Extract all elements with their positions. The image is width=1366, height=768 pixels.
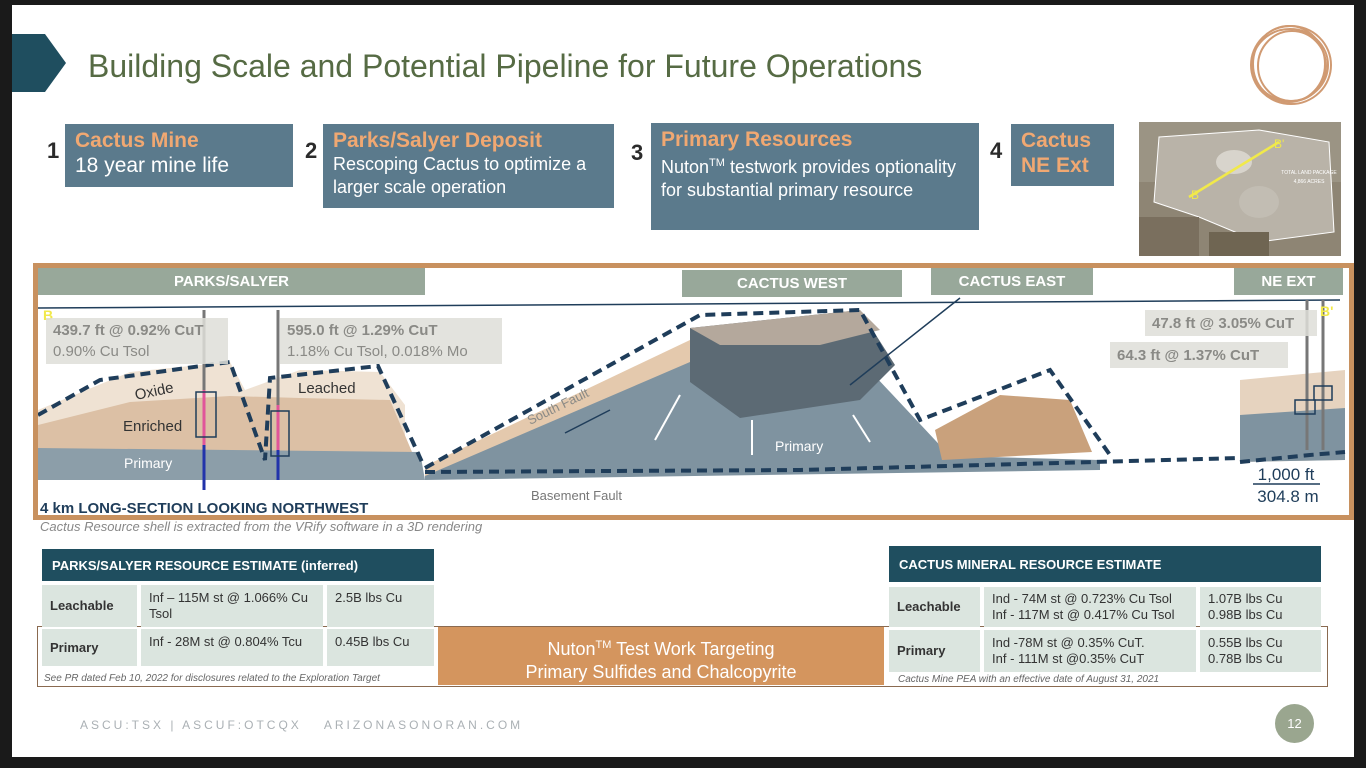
intercept: 64.3 ft @ 1.37% CuT <box>1110 342 1288 368</box>
footer: ASCU:TSX | ASCUF:OTCQX ARIZONASONORAN.COM <box>80 718 523 732</box>
section-frame <box>33 263 1354 520</box>
cell-line: 0.78B lbs Cu <box>1208 651 1283 666</box>
logo <box>1250 25 1332 105</box>
callout-text: Test Work Targeting <box>611 639 775 659</box>
table-title: CACTUS MINERAL RESOURCE ESTIMATE <box>889 546 1321 582</box>
intercept: 595.0 ft @ 1.29% CuT 1.18% Cu Tsol, 0.018… <box>280 318 502 364</box>
cell-line: 0.98B lbs Cu <box>1208 607 1283 622</box>
cell: Inf - 28M st @ 0.804% Tcu <box>141 629 323 666</box>
callout-text: Nuton <box>547 639 596 659</box>
scale-label: 1,000 ft <box>1258 465 1315 484</box>
callout-text: Primary Sulfides and Chalcopyrite <box>525 662 797 682</box>
section-header: CACTUS WEST <box>682 270 902 297</box>
footer-tickers: ASCU:TSX | ASCUF:OTCQX <box>80 718 302 732</box>
cell: 1.07B lbs Cu 0.98B lbs Cu <box>1200 587 1321 627</box>
step-box: Cactus Mine 18 year mine life <box>65 124 293 187</box>
table-note: Cactus Mine PEA with an effective date o… <box>898 674 1160 685</box>
primary-outline <box>37 626 1328 687</box>
step-title: Primary Resources <box>661 128 853 151</box>
intercept-grade: 47.8 ft @ 3.05% CuT <box>1152 315 1295 332</box>
zone-label: Enriched <box>123 418 182 435</box>
section-note: Cactus Resource shell is extracted from … <box>40 519 483 534</box>
cell-line: Ind - 74M st @ 0.723% Cu Tsol <box>992 591 1172 606</box>
callout-superscript: TM <box>595 639 612 651</box>
intercept-grade: 595.0 ft @ 1.29% CuT <box>287 322 438 339</box>
map-label: B' <box>1274 137 1284 151</box>
cell: 0.55B lbs Cu 0.78B lbs Cu <box>1200 630 1321 672</box>
zone-label: Basement Fault <box>531 488 622 503</box>
table-title: PARKS/SALYER RESOURCE ESTIMATE (inferred… <box>42 549 434 581</box>
footer-website: ARIZONASONORAN.COM <box>323 718 524 732</box>
cell-line: 0.55B lbs Cu <box>1208 635 1283 650</box>
title: Building Scale and Potential Pipeline fo… <box>88 48 923 84</box>
intercept: 47.8 ft @ 3.05% CuT <box>1145 310 1317 336</box>
map-label: TOTAL LAND PACKAGE <box>1281 170 1337 176</box>
section-header: CACTUS EAST <box>931 268 1093 295</box>
cell-line: Inf - 111M st @0.35% CuT <box>992 651 1145 666</box>
long-section: B B' Oxide Enriched Primary Leached Sout… <box>38 297 1346 515</box>
section-marker: B <box>43 307 53 323</box>
chevron <box>12 34 66 92</box>
step-title: Parks/Salyer Deposit <box>333 129 542 152</box>
step-text: 18 year mine life <box>75 154 230 177</box>
cell-line: Inf - 117M st @ 0.417% Cu Tsol <box>992 607 1175 622</box>
step-text: testwork provides optionality for substa… <box>661 157 957 200</box>
cell: Ind -78M st @ 0.35% CuT. Inf - 111M st @0… <box>984 630 1196 672</box>
map: B' B TOTAL LAND PACKAGE 4,866 ACRES <box>1139 122 1341 256</box>
step-superscript: TM <box>709 157 725 169</box>
step-number: 1 <box>47 138 60 163</box>
cell: Inf – 115M st @ 1.066% Cu Tsol <box>141 585 323 627</box>
section-header: PARKS/SALYER <box>38 268 425 295</box>
row-label: Leachable <box>42 585 137 627</box>
row-label: Primary <box>889 630 980 672</box>
cell: Ind - 74M st @ 0.723% Cu Tsol Inf - 117M … <box>984 587 1196 627</box>
section-header: NE EXT <box>1234 268 1343 295</box>
intercept-grade: 439.7 ft @ 0.92% CuT <box>53 322 204 339</box>
intercept-detail: 1.18% Cu Tsol, 0.018% Mo <box>287 343 468 360</box>
step-text: Rescoping Cactus to optimize a larger sc… <box>333 154 587 197</box>
step-box: Primary Resources NutonTM testwork provid… <box>651 123 979 230</box>
step-text: Nuton <box>661 157 710 177</box>
cell-line: 1.07B lbs Cu <box>1208 591 1283 606</box>
section-marker: B' <box>1320 303 1333 319</box>
step-number: 4 <box>990 138 1003 163</box>
row-label: Primary <box>42 629 137 666</box>
cell: 0.45B lbs Cu <box>327 629 434 666</box>
row-label: Leachable <box>889 587 980 627</box>
scale-label: 304.8 m <box>1257 487 1318 506</box>
intercept: 439.7 ft @ 0.92% CuT 0.90% Cu Tsol <box>46 318 228 364</box>
step-title: Cactus Mine <box>75 129 199 152</box>
zone-label: Primary <box>124 455 172 471</box>
cell-line: Ind -78M st @ 0.35% CuT. <box>992 635 1145 650</box>
step-title: Cactus NE Ext <box>1021 129 1092 177</box>
step-box: Cactus NE Ext <box>1011 124 1114 186</box>
callout: NutonTM Test Work Targeting Primary Sulfi… <box>438 627 884 685</box>
intercept-detail: 0.90% Cu Tsol <box>53 343 150 360</box>
step-number: 3 <box>631 140 644 165</box>
map-label: 4,866 ACRES <box>1294 179 1326 185</box>
section-caption: 4 km LONG-SECTION LOOKING NORTHWEST <box>40 500 368 515</box>
zone-label: Primary <box>775 438 823 454</box>
intercept-grade: 64.3 ft @ 1.37% CuT <box>1117 347 1260 364</box>
zone-label: Leached <box>298 380 356 397</box>
page-number: 12 <box>1275 704 1314 743</box>
step-box: Parks/Salyer Deposit Rescoping Cactus to … <box>323 124 614 208</box>
cell: 2.5B lbs Cu <box>327 585 434 627</box>
step-number: 2 <box>305 138 318 163</box>
map-label: B <box>1191 188 1199 202</box>
table-note: See PR dated Feb 10, 2022 for disclosure… <box>44 673 380 684</box>
